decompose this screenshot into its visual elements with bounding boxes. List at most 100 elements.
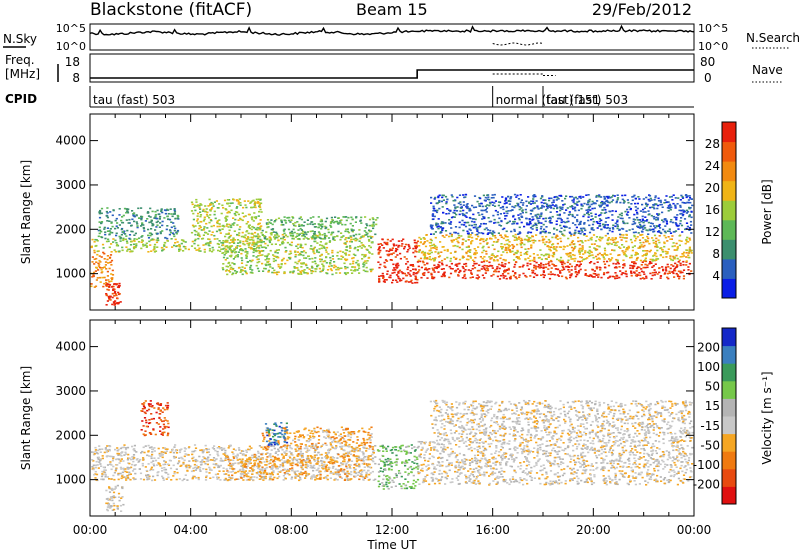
y-tick-label: 3000 xyxy=(55,178,86,192)
scatter-cell xyxy=(242,450,245,452)
scatter-cell xyxy=(264,247,268,249)
scatter-cell xyxy=(621,236,624,239)
scatter-cell xyxy=(533,256,536,259)
nsky-series-line xyxy=(89,24,695,36)
scatter-cell xyxy=(341,251,345,253)
scatter-cell xyxy=(380,275,383,277)
scatter-cell xyxy=(542,238,545,240)
scatter-cell xyxy=(275,231,278,234)
scatter-cell xyxy=(411,264,414,266)
scatter-cell xyxy=(198,455,201,458)
scatter-cell xyxy=(445,264,448,267)
scatter-cell xyxy=(156,246,159,248)
scatter-cell xyxy=(436,209,439,212)
scatter-cell xyxy=(569,254,572,257)
scatter-cell xyxy=(192,450,195,453)
scatter-cell xyxy=(639,274,642,277)
scatter-cell xyxy=(365,234,368,236)
scatter-cell xyxy=(547,238,550,241)
scatter-cell xyxy=(607,264,611,267)
scatter-cell xyxy=(464,277,467,280)
scatter-cell xyxy=(485,227,488,229)
scatter-cell xyxy=(98,229,102,232)
scatter-cell xyxy=(111,225,114,228)
scatter-cell xyxy=(127,453,130,456)
scatter-cell xyxy=(197,205,200,207)
scatter-cell xyxy=(663,234,666,237)
scatter-cell xyxy=(323,232,326,235)
scatter-cell xyxy=(607,195,610,198)
scatter-cell xyxy=(442,273,445,276)
scatter-cell xyxy=(144,466,147,468)
scatter-cell xyxy=(590,218,593,221)
scatter-cell xyxy=(318,234,321,236)
scatter-cell xyxy=(511,205,514,208)
scatter-cell xyxy=(173,235,176,238)
scatter-cell xyxy=(559,194,562,197)
scatter-cell xyxy=(578,253,581,255)
scatter-cell xyxy=(569,256,573,258)
scatter-cell xyxy=(659,203,662,206)
scatter-cell xyxy=(178,245,181,247)
scatter-cell xyxy=(427,271,430,274)
scatter-cell xyxy=(337,258,340,260)
scatter-cell xyxy=(644,266,647,269)
scatter-cell xyxy=(173,244,176,247)
scatter-cell xyxy=(485,238,489,240)
y-tick-label: 2000 xyxy=(55,222,86,236)
scatter-cell xyxy=(544,231,547,234)
scatter-cell xyxy=(636,253,639,255)
scatter-cell xyxy=(145,245,149,247)
scatter-cell xyxy=(138,237,141,239)
scatter-cell xyxy=(273,236,276,238)
scatter-cell xyxy=(686,201,689,204)
scatter-cell xyxy=(659,227,662,229)
scatter-cell xyxy=(688,197,692,199)
scatter-cell xyxy=(305,257,308,259)
scatter-cell xyxy=(292,217,295,219)
scatter-cell xyxy=(94,477,97,479)
scatter-cell xyxy=(98,448,101,451)
scatter-cell xyxy=(661,251,664,253)
scatter-cell xyxy=(155,221,158,224)
scatter-cell xyxy=(631,261,634,263)
scatter-cell xyxy=(640,268,643,270)
scatter-cell xyxy=(606,254,609,256)
scatter-cell xyxy=(509,277,512,280)
scatter-cell xyxy=(346,228,349,230)
colorbar-segment xyxy=(722,239,736,260)
scatter-cell xyxy=(103,469,106,471)
scatter-cell xyxy=(613,244,616,246)
scatter-cell xyxy=(631,265,634,267)
scatter-cell xyxy=(436,226,439,228)
scatter-cell xyxy=(560,219,563,221)
scatter-cell xyxy=(272,260,275,263)
scatter-cell xyxy=(284,262,287,265)
scatter-cell xyxy=(95,239,98,241)
scatter-cell xyxy=(341,445,344,448)
scatter-cell xyxy=(623,253,626,256)
scatter-cell xyxy=(457,274,460,276)
scatter-cell xyxy=(282,242,285,244)
scatter-cell xyxy=(688,246,691,249)
scatter-cell xyxy=(115,302,118,304)
scatter-cell xyxy=(310,245,313,247)
scatter-cell xyxy=(309,248,312,250)
scatter-cell xyxy=(478,203,481,205)
scatter-cell xyxy=(253,203,256,206)
scatter-cell xyxy=(320,270,323,272)
scatter-cell xyxy=(395,267,399,269)
scatter-cell xyxy=(607,243,610,246)
scatter-cell xyxy=(676,203,679,205)
scatter-cell xyxy=(268,221,271,224)
scatter-cell xyxy=(106,227,109,229)
scatter-cell xyxy=(178,246,181,248)
scatter-cell xyxy=(668,207,671,209)
scatter-cell xyxy=(263,477,266,479)
scatter-cell xyxy=(584,269,587,271)
scatter-cell xyxy=(218,203,221,205)
scatter-cell xyxy=(508,277,512,279)
scatter-cell xyxy=(441,235,444,237)
scatter-cell xyxy=(640,225,643,227)
